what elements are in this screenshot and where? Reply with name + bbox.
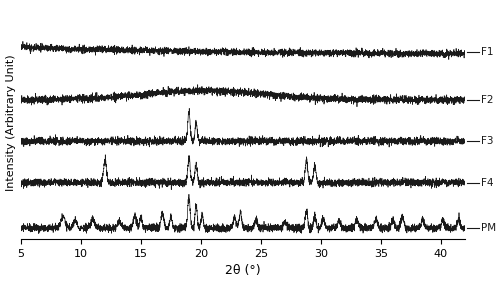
Text: F3: F3 (482, 136, 494, 146)
Text: F2: F2 (482, 95, 494, 105)
Y-axis label: Intensity (Arbitrary Unit): Intensity (Arbitrary Unit) (6, 54, 16, 191)
Text: PM: PM (482, 223, 496, 233)
Text: F4: F4 (482, 177, 494, 188)
Text: F1: F1 (482, 47, 494, 57)
X-axis label: 2θ (°): 2θ (°) (225, 264, 260, 277)
